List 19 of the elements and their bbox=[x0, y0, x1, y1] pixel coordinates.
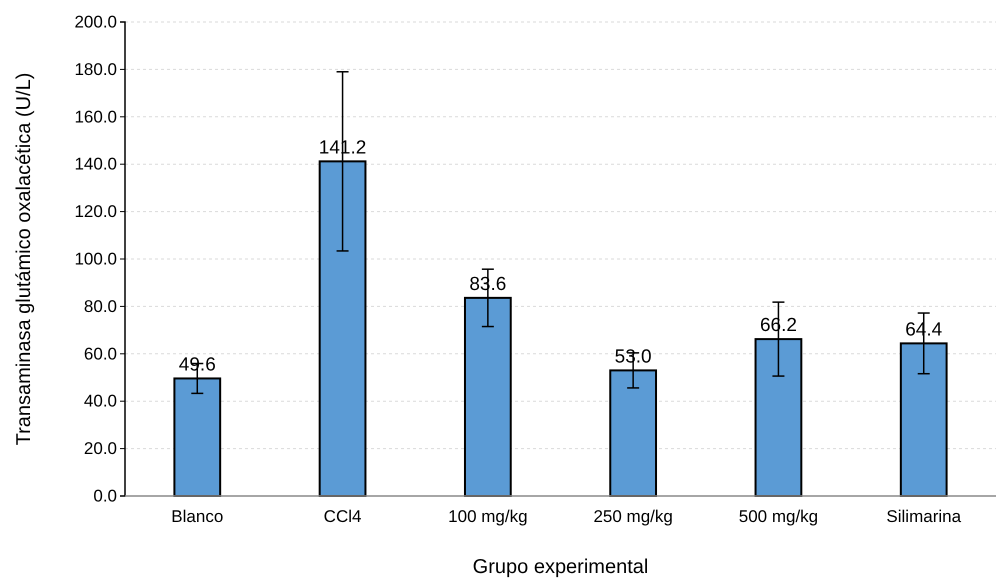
y-tick-label: 80.0 bbox=[84, 296, 117, 316]
y-tick-label: 180.0 bbox=[74, 60, 117, 79]
x-tick-label: 500 mg/kg bbox=[738, 507, 818, 526]
y-tick-label: 100.0 bbox=[74, 249, 117, 268]
y-tick-label: 40.0 bbox=[84, 392, 117, 411]
y-tick-label: 20.0 bbox=[84, 439, 117, 458]
y-tick-label: 60.0 bbox=[84, 344, 117, 364]
x-tick-label: 250 mg/kg bbox=[593, 507, 673, 526]
x-tick-label: 100 mg/kg bbox=[448, 507, 528, 526]
x-tick-label: Blanco bbox=[171, 507, 224, 526]
y-tick-label: 160.0 bbox=[74, 107, 117, 126]
x-axis-title: Grupo experimental bbox=[472, 556, 648, 578]
y-tick-label: 140.0 bbox=[74, 154, 117, 174]
y-axis-title: Transaminasa glutámico oxalacética (U/L) bbox=[13, 72, 35, 446]
y-tick-label: 120.0 bbox=[74, 202, 117, 222]
x-tick-label: Silimarina bbox=[886, 507, 962, 526]
y-tick-label: 200.0 bbox=[74, 12, 117, 32]
x-tick-label: CCl4 bbox=[324, 507, 362, 526]
y-tick-label: 0.0 bbox=[93, 486, 117, 506]
